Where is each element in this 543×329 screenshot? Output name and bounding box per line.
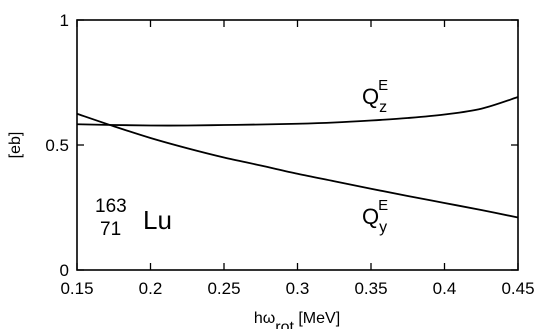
x-axis-label-sub: rot [275,319,294,329]
y-axis-label: [eb] [7,132,24,159]
x-tick-label: 0.25 [207,279,240,298]
x-tick-label: 0.35 [354,279,387,298]
isotope-mass-number: 163 [95,196,127,217]
plot-frame [76,19,519,271]
x-axis-label-main: hω [254,310,275,327]
x-tick-label: 0.4 [433,279,457,298]
x-tick-label: 0.2 [139,279,163,298]
x-axis-label-unit: [MeV] [294,310,340,327]
isotope-annotation: 163 71 Lu [95,196,172,240]
series-line-qz [76,96,519,127]
y-tick-label: 1 [60,11,69,30]
series-label-qy: QyE [362,197,388,236]
series-line-qy [76,112,519,219]
y-tick-label: 0.5 [45,136,69,155]
series-label-qz: QzE [362,77,388,116]
x-tick-label: 0.45 [501,279,534,298]
x-tick-label: 0.3 [286,279,310,298]
y-tick-label: 0 [60,261,69,280]
isotope-element: Lu [143,205,172,235]
series-lines [76,96,519,219]
x-axis-label: hωrot [MeV] [254,310,340,329]
isotope-atomic-number: 71 [100,219,121,240]
axis-tick-labels: 0.15 0.2 0.25 0.3 0.35 0.4 0.45 0 0.5 1 [45,11,534,298]
x-tick-label: 0.15 [60,279,93,298]
